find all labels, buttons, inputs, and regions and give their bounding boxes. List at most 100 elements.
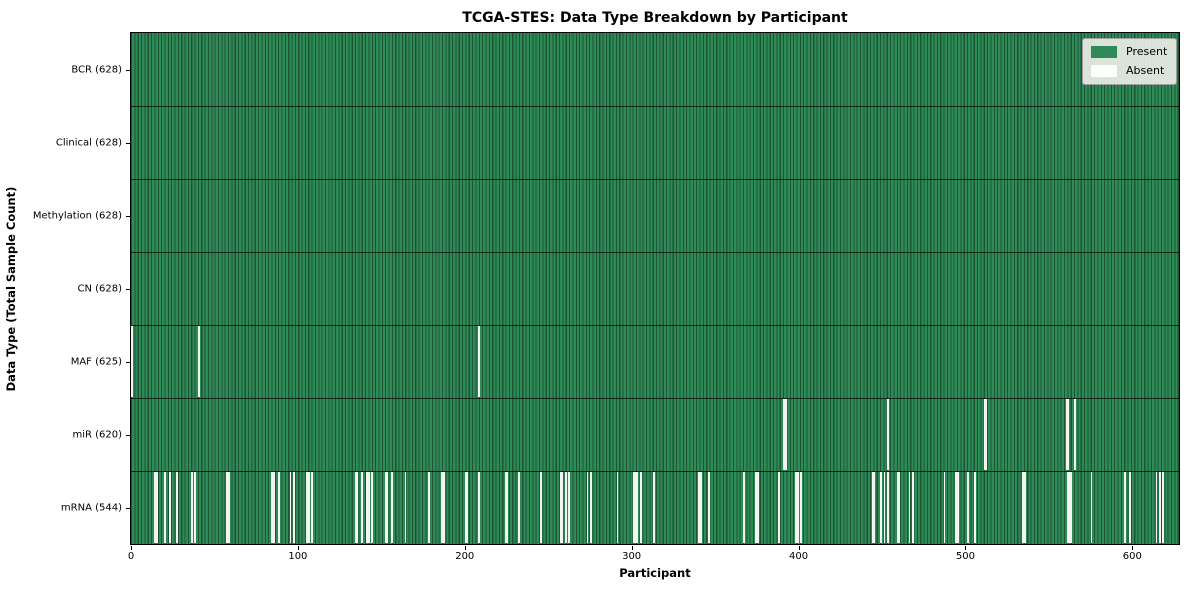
absent-stripe [307, 472, 310, 543]
absent-stripe [561, 472, 564, 543]
absent-stripe [883, 472, 886, 543]
absent-stripe [708, 472, 711, 543]
x-tick-label: 300 [622, 551, 642, 562]
absent-stripe [227, 472, 230, 543]
absent-stripe [896, 472, 899, 543]
absent-stripe [386, 472, 389, 543]
legend: Present Absent [1082, 38, 1177, 85]
row-separator [131, 179, 1179, 180]
absent-stripe [983, 399, 986, 470]
y-tick-label: CN (628) [77, 283, 122, 294]
chart-title: TCGA-STES: Data Type Breakdown by Partic… [462, 10, 848, 26]
absent-stripe [194, 472, 197, 543]
absent-stripe [443, 472, 445, 543]
absent-stripe [384, 472, 387, 543]
present-swatch [1091, 46, 1117, 58]
y-tick-label: Clinical (628) [55, 137, 122, 148]
absent-stripe [911, 472, 914, 543]
absent-stripe [404, 472, 407, 543]
absent-stripe [272, 472, 275, 543]
x-tick-label: 400 [788, 551, 809, 562]
absent-stripe [800, 472, 802, 543]
x-tick-label: 200 [455, 551, 475, 562]
absent-stripe [973, 472, 976, 543]
absent-stripe [880, 472, 883, 543]
absent-stripe [898, 472, 901, 543]
y-tick-mark [126, 69, 130, 71]
absent-stripe [755, 472, 757, 543]
row-separator [131, 398, 1179, 399]
absent-stripe [756, 472, 759, 543]
absent-stripe [156, 472, 158, 543]
absent-stripe [277, 472, 280, 543]
absent-stripe [636, 472, 639, 543]
absent-stripe [292, 472, 295, 543]
absent-stripe [366, 472, 369, 543]
y-tick-label: miR (620) [72, 429, 122, 440]
absent-stripe [197, 326, 200, 397]
absent-stripe [698, 472, 701, 543]
absent-stripe [306, 472, 309, 543]
x-tick-label: 0 [127, 551, 135, 562]
absent-stripe [164, 472, 167, 543]
row-separator [131, 471, 1179, 472]
absent-stripe [943, 472, 946, 543]
x-tick-mark [798, 546, 800, 550]
absent-stripe [169, 472, 172, 543]
x-tick-mark [297, 546, 299, 550]
absent-stripe [356, 472, 359, 543]
plot-area [130, 32, 1180, 545]
row-separator [131, 252, 1179, 253]
absent-stripe [191, 472, 193, 543]
x-tick-mark [631, 546, 633, 550]
absent-stripe [886, 399, 889, 470]
absent-stripe [795, 472, 797, 543]
absent-stripe [176, 472, 178, 543]
absent-stripe [586, 472, 589, 543]
absent-stripe [361, 472, 364, 543]
y-tick-mark [126, 142, 130, 144]
absent-stripe [1065, 399, 1068, 470]
absent-stripe [1073, 399, 1076, 470]
absent-stripe [908, 472, 911, 543]
absent-stripe [559, 472, 562, 543]
absent-stripe [796, 472, 799, 543]
absent-stripe [967, 472, 969, 543]
y-tick-label: BCR (628) [71, 64, 122, 75]
absent-stripe [564, 472, 567, 543]
y-tick-mark [126, 288, 130, 290]
absent-stripe [639, 472, 642, 543]
absent-stripe [371, 472, 374, 543]
absent-stripe [957, 472, 959, 543]
absent-stripe [478, 472, 480, 543]
absent-stripe [466, 472, 469, 543]
y-tick-label: MAF (625) [70, 356, 122, 367]
absent-stripe [289, 472, 292, 543]
absent-stripe [1067, 472, 1069, 543]
absent-stripe [653, 472, 656, 543]
y-tick-mark [126, 215, 130, 217]
absent-stripe [700, 472, 702, 543]
absent-stripe [367, 472, 370, 543]
absent-stripe [131, 326, 133, 397]
absent-stripe [154, 472, 157, 543]
y-tick-label: mRNA (544) [60, 502, 122, 513]
x-tick-mark [131, 546, 132, 550]
absent-stripe [743, 472, 746, 543]
absent-stripe [1023, 472, 1026, 543]
absent-stripe [871, 472, 874, 543]
absent-stripe [311, 472, 314, 543]
absent-stripe [354, 472, 357, 543]
absent-stripe [1123, 472, 1126, 543]
y-tick-mark [126, 507, 130, 509]
absent-stripe [1068, 472, 1071, 543]
absent-stripe [1070, 472, 1073, 543]
x-axis-label: Participant [619, 566, 691, 580]
absent-stripe [504, 472, 507, 543]
absent-stripe [1067, 399, 1069, 470]
legend-entry-present: Present [1091, 46, 1168, 58]
y-tick-mark [126, 361, 130, 363]
absent-stripe [226, 472, 228, 543]
absent-stripe [568, 472, 571, 543]
